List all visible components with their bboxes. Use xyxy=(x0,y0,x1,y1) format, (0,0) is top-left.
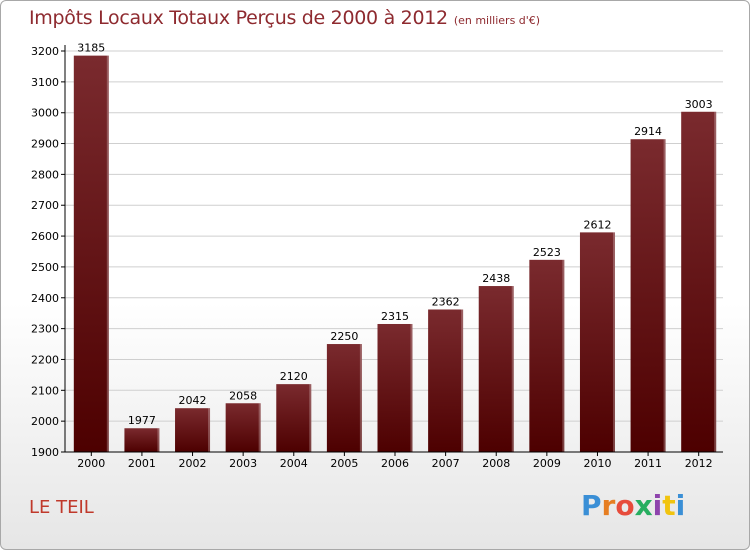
value-label-2002: 2042 xyxy=(179,394,207,407)
y-tick-label: 2900 xyxy=(31,138,59,151)
value-label-2003: 2058 xyxy=(229,389,257,402)
bar-highlight xyxy=(359,344,362,452)
x-tick-label-2009: 2009 xyxy=(533,457,561,470)
x-tick-label-2006: 2006 xyxy=(381,457,409,470)
bar-2006 xyxy=(377,323,413,452)
bar-2011 xyxy=(630,139,666,452)
value-label-2009: 2523 xyxy=(533,246,561,259)
y-tick-label: 1900 xyxy=(31,446,59,459)
value-label-2004: 2120 xyxy=(280,370,308,383)
logo-letter: x xyxy=(634,489,653,522)
proxiti-logo: Proxiti xyxy=(581,489,685,522)
value-labels: 3185 1977 2042 2058 2120 2250 2315 2362 2438 2523… xyxy=(77,42,712,428)
bar-highlight xyxy=(714,111,717,453)
bar-highlight xyxy=(106,55,109,452)
value-label-2008: 2438 xyxy=(482,272,510,285)
logo-letter: i xyxy=(652,489,663,522)
value-label-2007: 2362 xyxy=(432,295,460,308)
bar-highlight xyxy=(410,323,413,452)
x-tick-label-2012: 2012 xyxy=(685,457,713,470)
bar-highlight xyxy=(612,232,615,452)
chart-title: Impôts Locaux Totaux Perçus de 2000 à 20… xyxy=(29,7,540,29)
y-tick-label: 2200 xyxy=(31,353,59,366)
value-label-2006: 2315 xyxy=(381,310,409,323)
bar-2003 xyxy=(225,403,261,452)
chart-unit: (en milliers d'€) xyxy=(453,14,541,27)
bar-2010 xyxy=(579,232,615,452)
value-label-2010: 2612 xyxy=(583,218,611,231)
logo-letter: r xyxy=(601,489,616,522)
x-tick-label-2008: 2008 xyxy=(482,457,510,470)
value-label-2005: 2250 xyxy=(330,330,358,343)
y-tick-label: 2700 xyxy=(31,199,59,212)
value-label-2011: 2914 xyxy=(634,125,662,138)
y-tick-label: 3100 xyxy=(31,76,59,89)
bar-highlight xyxy=(258,403,261,452)
logo-letter: P xyxy=(581,489,602,522)
bars xyxy=(73,55,717,453)
chart-title-text: Impôts Locaux Totaux Perçus de 2000 à 20… xyxy=(29,7,448,29)
x-tick-label-2007: 2007 xyxy=(432,457,460,470)
x-tick-label-2001: 2001 xyxy=(128,457,156,470)
bar-2009 xyxy=(529,259,565,452)
bar-2002 xyxy=(175,408,211,452)
x-tick-label-2011: 2011 xyxy=(634,457,662,470)
bar-highlight xyxy=(309,384,312,452)
x-tick-label-2004: 2004 xyxy=(280,457,308,470)
x-tick-label-2010: 2010 xyxy=(583,457,611,470)
y-tick-label: 2600 xyxy=(31,230,59,243)
logo-letter: o xyxy=(615,489,635,522)
value-label-2012: 3003 xyxy=(685,98,713,111)
bar-2007 xyxy=(428,309,464,452)
bar-highlight xyxy=(511,286,514,452)
x-tick-label-2005: 2005 xyxy=(330,457,358,470)
logo-letter: t xyxy=(662,489,676,522)
y-tick-label: 3200 xyxy=(31,45,59,58)
y-tick-label: 2300 xyxy=(31,323,59,336)
axes xyxy=(61,45,723,456)
logo-letter: i xyxy=(675,489,686,522)
y-tick-label: 2000 xyxy=(31,415,59,428)
y-tick-label: 3000 xyxy=(31,107,59,120)
x-tick-label-2000: 2000 xyxy=(77,457,105,470)
bar-2008 xyxy=(478,286,514,452)
x-tick-label-2002: 2002 xyxy=(179,457,207,470)
x-tick-labels: 2000 2001 2002 2003 2004 2005 2006 2007 2008 2009… xyxy=(77,457,712,470)
bar-highlight xyxy=(157,428,160,452)
bar-highlight xyxy=(663,139,666,452)
bar-2004 xyxy=(276,384,312,452)
y-tick-label: 2500 xyxy=(31,261,59,274)
bar-highlight xyxy=(562,259,565,452)
y-tick-label: 2800 xyxy=(31,168,59,181)
y-tick-label: 2400 xyxy=(31,292,59,305)
value-label-2001: 1977 xyxy=(128,414,156,427)
bar-highlight xyxy=(208,408,211,452)
value-label-2000: 3185 xyxy=(77,42,105,55)
commune-name: LE TEIL xyxy=(29,497,94,518)
y-tick-label: 2100 xyxy=(31,384,59,397)
bar-2005 xyxy=(326,344,362,452)
bar-2001 xyxy=(124,428,160,452)
bar-2012 xyxy=(681,111,717,453)
y-tick-labels: 1900 2000 2100 2200 2300 2400 2500 2600 2700 2800… xyxy=(31,45,59,459)
bar-highlight xyxy=(461,309,464,452)
x-tick-label-2003: 2003 xyxy=(229,457,257,470)
bar-2000 xyxy=(73,55,109,452)
